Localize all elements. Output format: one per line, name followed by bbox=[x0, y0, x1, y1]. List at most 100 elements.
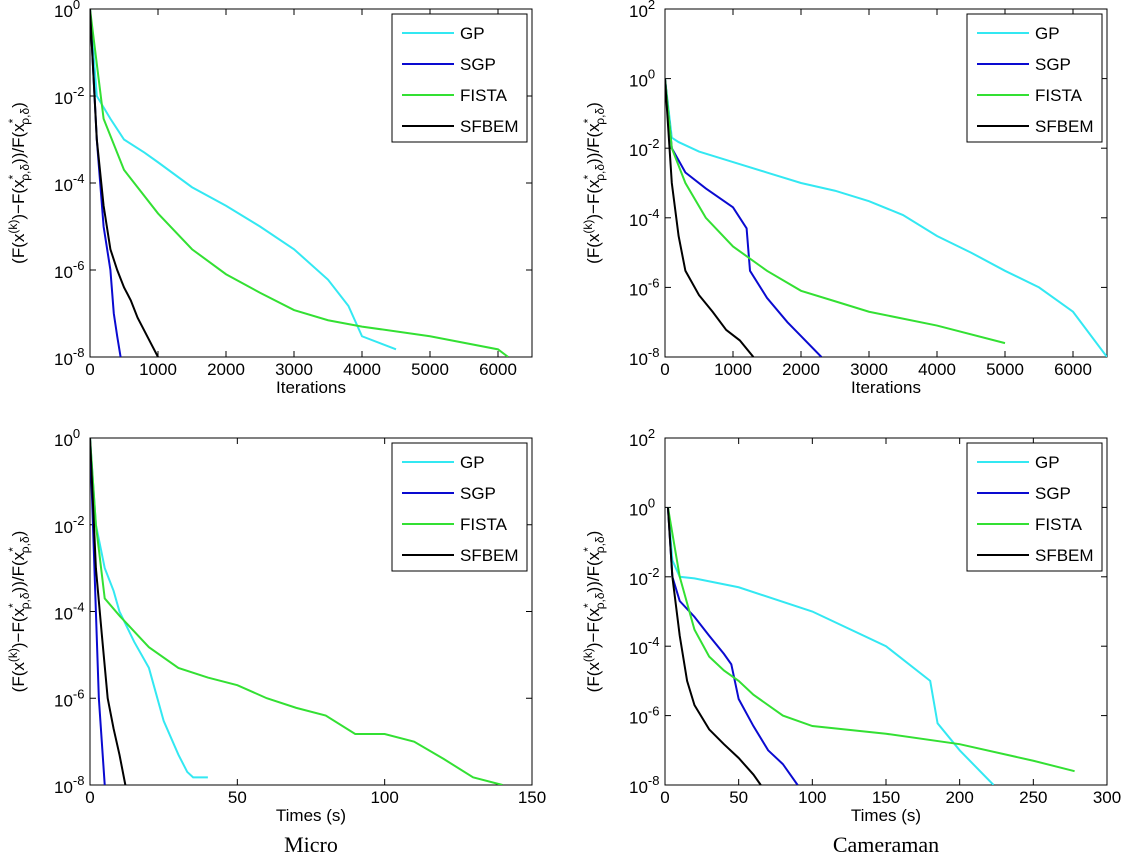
legend-box bbox=[391, 13, 528, 143]
y-axis-label-part: ))/F(x bbox=[584, 551, 603, 592]
y-axis-label-part: * bbox=[581, 118, 595, 123]
x-tick-label: 50 bbox=[228, 788, 247, 807]
y-tick-label: 102 bbox=[629, 0, 655, 21]
x-tick-label: 250 bbox=[1019, 788, 1047, 807]
plot-area bbox=[664, 437, 1108, 786]
y-axis-label-part: )−F(x bbox=[9, 179, 28, 220]
y-tick-label: 10-4 bbox=[54, 600, 84, 624]
legend-label: SGP bbox=[460, 55, 496, 74]
y-axis-label-part: (F(x bbox=[584, 662, 603, 693]
y-axis-label-part: ρ,δ bbox=[593, 164, 607, 181]
y-axis-label-part: )−F(x bbox=[584, 179, 603, 220]
series-line bbox=[90, 9, 159, 357]
y-tick-label: 10-2 bbox=[54, 84, 84, 108]
y-tick-label: 10-6 bbox=[629, 704, 659, 728]
x-tick-label: 2000 bbox=[782, 360, 820, 379]
y-axis-label-part: * bbox=[6, 603, 20, 608]
y-tick-label: 10-8 bbox=[54, 345, 84, 369]
y-tick-label: 10-2 bbox=[629, 136, 659, 160]
caption: Cameraman bbox=[833, 832, 939, 857]
x-tick-label: 5000 bbox=[986, 360, 1024, 379]
legend-label: SFBEM bbox=[460, 117, 519, 136]
y-tick-label: 10-4 bbox=[629, 206, 659, 230]
y-axis-label-part: (k) bbox=[581, 648, 595, 662]
series-line bbox=[90, 438, 127, 785]
x-axis-label: Iterations bbox=[276, 378, 346, 397]
caption: Micro bbox=[284, 832, 338, 857]
legend-box bbox=[966, 13, 1103, 143]
x-axis-label: Iterations bbox=[851, 378, 921, 397]
y-axis-label-part: ))/F(x bbox=[584, 123, 603, 164]
y-axis-label-part: ρ,δ bbox=[18, 536, 32, 553]
legend-label: GP bbox=[460, 24, 485, 43]
series-line bbox=[666, 507, 799, 785]
x-tick-label: 100 bbox=[798, 788, 826, 807]
y-axis-label-part: ρ,δ bbox=[18, 164, 32, 181]
x-tick-label: 2000 bbox=[207, 360, 245, 379]
series-line bbox=[90, 9, 509, 357]
y-tick-label: 100 bbox=[54, 0, 80, 21]
y-tick-label: 100 bbox=[629, 495, 655, 519]
x-tick-label: 0 bbox=[85, 360, 94, 379]
y-tick-label: 10-2 bbox=[54, 513, 84, 537]
x-tick-label: 4000 bbox=[918, 360, 956, 379]
series-line bbox=[666, 507, 995, 785]
y-axis-label-part: )−F(x bbox=[9, 607, 28, 648]
y-tick-label: 10-8 bbox=[629, 345, 659, 369]
y-axis-label-part: * bbox=[6, 547, 20, 552]
x-tick-label: 0 bbox=[660, 360, 669, 379]
series-line bbox=[90, 9, 397, 351]
y-axis-label-part: ρ,δ bbox=[18, 108, 32, 125]
y-tick-label: 100 bbox=[54, 426, 80, 450]
y-tick-label: 10-6 bbox=[54, 258, 84, 282]
y-axis-label-part: ρ,δ bbox=[593, 592, 607, 609]
legend-label: GP bbox=[460, 453, 485, 472]
y-axis-label-part: (F(x bbox=[9, 233, 28, 264]
y-axis-label-part: ) bbox=[584, 531, 603, 537]
y-tick-label: 10-6 bbox=[629, 275, 659, 299]
x-axis-label: Times (s) bbox=[851, 806, 921, 825]
y-axis-label-part: * bbox=[581, 547, 595, 552]
legend-label: FISTA bbox=[460, 86, 508, 105]
series-line bbox=[665, 78, 1006, 345]
x-tick-label: 1000 bbox=[714, 360, 752, 379]
y-axis-label: (F(x(k))−F(x*ρ,δ))/F(x*ρ,δ) bbox=[6, 102, 32, 264]
x-tick-label: 6000 bbox=[479, 360, 517, 379]
y-axis-label-part: )−F(x bbox=[584, 607, 603, 648]
y-tick-label: 10-4 bbox=[629, 634, 659, 658]
x-axis-label: Times (s) bbox=[276, 806, 346, 825]
x-tick-label: 100 bbox=[370, 788, 398, 807]
series-line bbox=[666, 507, 762, 785]
y-axis-label-part: * bbox=[6, 118, 20, 123]
series-line bbox=[666, 507, 1075, 773]
series-line bbox=[665, 78, 1107, 357]
legend-box bbox=[966, 442, 1103, 572]
y-axis-label-part: (k) bbox=[6, 220, 20, 234]
series-line bbox=[90, 438, 208, 779]
y-axis-label-part: ) bbox=[584, 102, 603, 108]
y-tick-label: 10-6 bbox=[54, 686, 84, 710]
y-axis-label-part: ) bbox=[9, 102, 28, 108]
legend-box bbox=[391, 442, 528, 572]
y-axis-label-part: ρ,δ bbox=[593, 536, 607, 553]
series-line bbox=[90, 438, 503, 785]
y-axis-label: (F(x(k))−F(x*ρ,δ))/F(x*ρ,δ) bbox=[581, 531, 607, 693]
y-axis-label-part: (k) bbox=[581, 220, 595, 234]
legend-label: FISTA bbox=[1035, 86, 1083, 105]
legend-label: SFBEM bbox=[460, 546, 519, 565]
y-axis-label-part: (F(x bbox=[584, 233, 603, 264]
y-tick-label: 10-2 bbox=[629, 565, 659, 589]
y-axis-label-part: ρ,δ bbox=[18, 592, 32, 609]
legend-label: SGP bbox=[1035, 55, 1071, 74]
y-axis-label-part: * bbox=[581, 174, 595, 179]
x-tick-label: 5000 bbox=[411, 360, 449, 379]
x-tick-label: 200 bbox=[945, 788, 973, 807]
legend-label: SGP bbox=[1035, 484, 1071, 503]
x-tick-label: 300 bbox=[1093, 788, 1121, 807]
y-tick-label: 10-4 bbox=[54, 171, 84, 195]
x-tick-label: 4000 bbox=[343, 360, 381, 379]
x-tick-label: 6000 bbox=[1054, 360, 1092, 379]
legend-label: GP bbox=[1035, 453, 1060, 472]
x-tick-label: 3000 bbox=[275, 360, 313, 379]
